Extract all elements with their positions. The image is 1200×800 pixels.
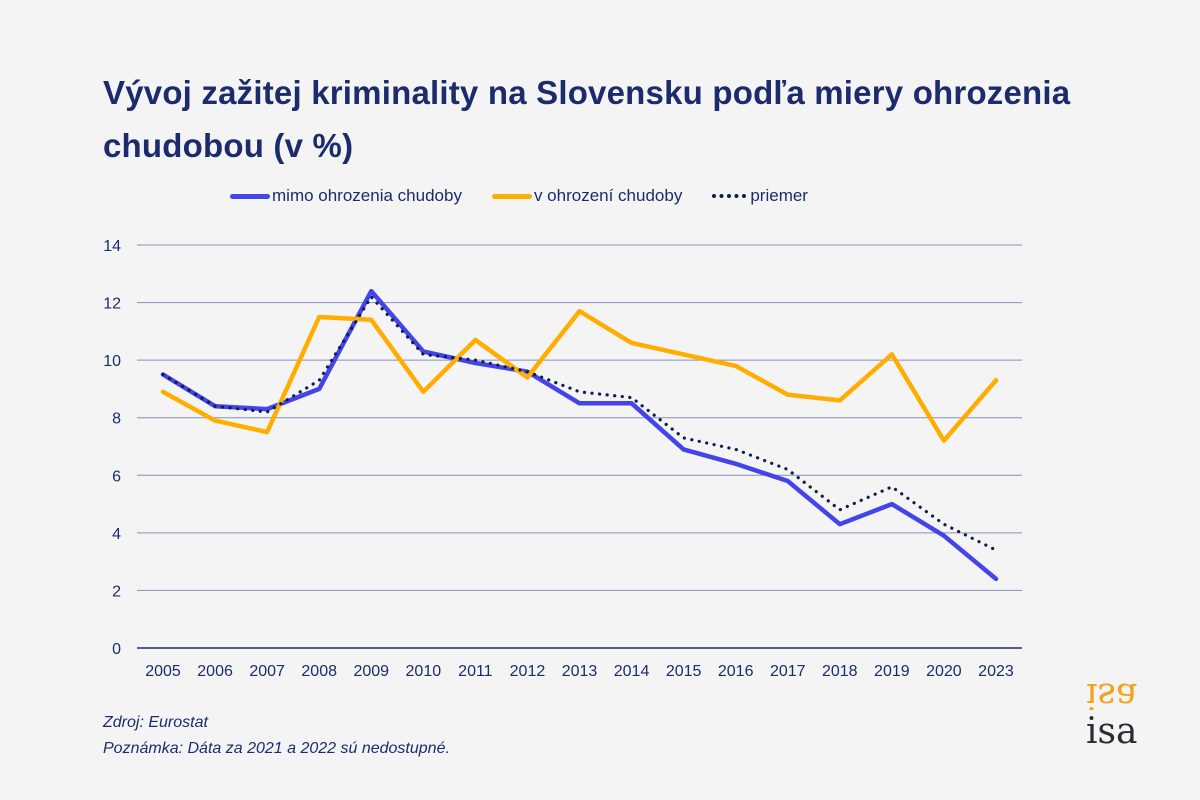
- y-tick-label: 4: [112, 526, 121, 543]
- x-tick-label: 2011: [458, 663, 493, 680]
- chart-title: Vývoj zažitej kriminality na Slovensku p…: [103, 74, 1071, 164]
- x-tick-label: 2007: [249, 663, 285, 680]
- x-tick-label: 2009: [353, 663, 389, 680]
- data-note: Poznámka: Dáta za 2021 a 2022 sú nedostu…: [103, 740, 450, 757]
- x-tick-label: 2017: [770, 663, 806, 680]
- legend-label-v-ohrozeni: v ohrození chudoby: [533, 186, 683, 205]
- legend-swatch-priemer: [712, 194, 747, 198]
- x-tick-label: 2013: [562, 663, 598, 680]
- y-tick-label: 0: [112, 641, 121, 658]
- x-tick-label: 2012: [510, 663, 546, 680]
- series-line-0: [160, 288, 999, 582]
- x-tick-label: 2019: [874, 663, 910, 680]
- x-tick-label: 2020: [926, 663, 962, 680]
- logo-text: isa: [1086, 711, 1138, 752]
- legend-swatch-mimo: [230, 193, 270, 199]
- series-line-1: [160, 308, 999, 443]
- logo-reflection: isa: [1086, 680, 1138, 710]
- chart-footer: Zdroj: Eurostat Poznámka: Dáta za 2021 a…: [103, 710, 450, 762]
- x-tick-label: 2015: [666, 663, 702, 680]
- x-tick-label: 2023: [978, 663, 1014, 680]
- y-tick-label: 14: [103, 238, 121, 255]
- chart-legend: mimo ohrozenia chudoby v ohrození chudob…: [230, 184, 838, 208]
- source-note: Zdroj: Eurostat: [103, 714, 208, 731]
- legend-item-priemer: priemer: [712, 186, 808, 206]
- isa-logo: isa isa: [1086, 680, 1150, 756]
- x-tick-label: 2006: [197, 663, 233, 680]
- x-tick-label: 2008: [301, 663, 337, 680]
- y-tick-label: 2: [112, 583, 121, 600]
- y-tick-label: 8: [112, 411, 121, 428]
- y-tick-label: 6: [112, 468, 121, 485]
- legend-label-mimo: mimo ohrozenia chudoby: [272, 186, 462, 205]
- x-tick-label: 2005: [145, 663, 181, 680]
- legend-swatch-v-ohrozeni: [491, 193, 532, 199]
- legend-label-priemer: priemer: [750, 186, 808, 205]
- x-tick-label: 2010: [406, 663, 442, 680]
- x-tick-label: 2016: [718, 663, 754, 680]
- legend-item-mimo: mimo ohrozenia chudoby: [230, 186, 462, 206]
- legend-item-v-ohrozeni: v ohrození chudoby: [491, 186, 683, 206]
- y-tick-label: 12: [103, 296, 121, 313]
- x-tick-label: 2014: [614, 663, 650, 680]
- y-tick-label: 10: [103, 353, 121, 370]
- x-tick-label: 2018: [822, 663, 858, 680]
